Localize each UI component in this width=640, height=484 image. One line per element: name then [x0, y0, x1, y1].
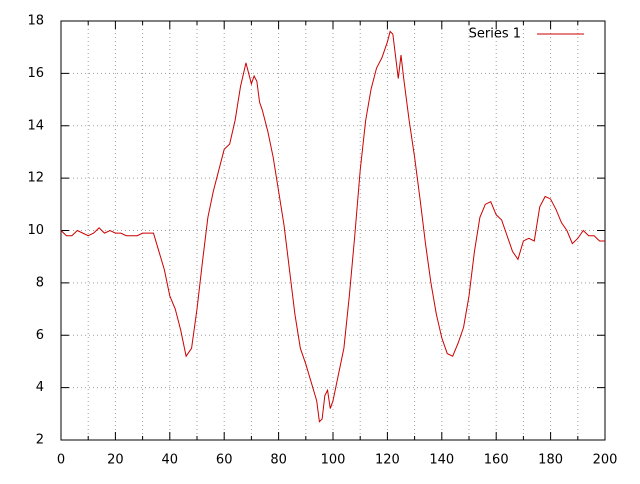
- y-tick-label: 8: [36, 275, 44, 290]
- y-tick-label: 12: [27, 171, 44, 186]
- legend-label: Series 1: [469, 27, 521, 42]
- x-tick-label: 140: [429, 453, 454, 468]
- y-tick-label: 18: [27, 14, 44, 29]
- y-tick-label: 14: [27, 118, 44, 133]
- x-tick-label: 20: [107, 453, 124, 468]
- x-tick-label: 200: [593, 453, 618, 468]
- x-tick-label: 80: [270, 453, 287, 468]
- y-tick-label: 6: [36, 328, 44, 343]
- y-tick-label: 4: [36, 380, 44, 395]
- x-tick-label: 40: [162, 453, 179, 468]
- series-line: [60, 30, 605, 423]
- x-tick-label: 160: [484, 453, 509, 468]
- x-tick-label: 180: [538, 453, 563, 468]
- x-tick-label: 100: [321, 453, 346, 468]
- x-tick-label: 120: [375, 453, 400, 468]
- x-tick-label: 60: [216, 453, 233, 468]
- y-tick-label: 2: [36, 433, 44, 448]
- y-tick-label: 10: [27, 223, 44, 238]
- x-tick-label: 0: [57, 453, 65, 468]
- y-tick-label: 16: [27, 66, 44, 81]
